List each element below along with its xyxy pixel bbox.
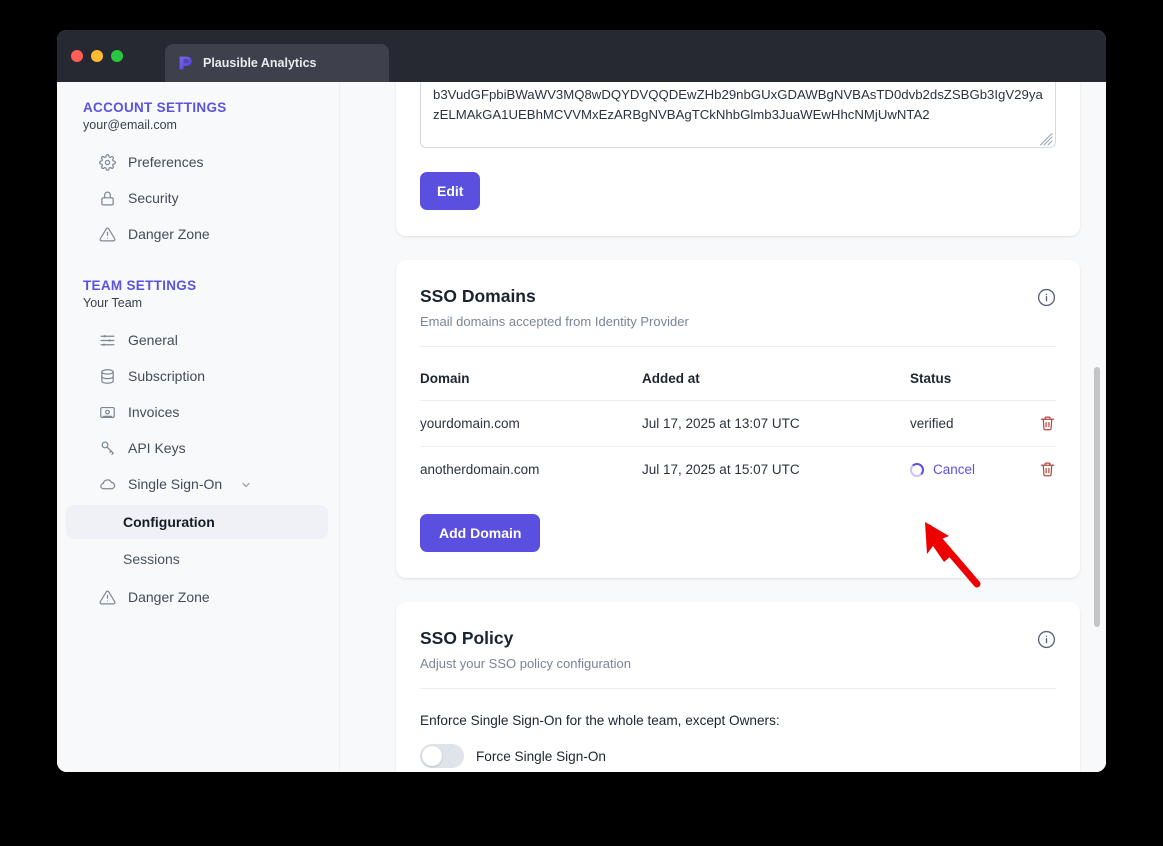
add-domain-button[interactable]: Add Domain [420,514,541,552]
key-icon [99,440,116,457]
maximize-window-button[interactable] [111,50,123,62]
column-header-domain: Domain [420,371,470,386]
warning-triangle-icon [99,589,116,606]
enforce-sso-description: Enforce Single Sign-On for the whole tea… [420,713,780,728]
force-sso-toggle-label: Force Single Sign-On [476,748,606,764]
sso-policy-subtitle: Adjust your SSO policy configuration [420,656,631,671]
table-row: yourdomain.com Jul 17, 2025 at 13:07 UTC… [420,400,1056,447]
sidebar-subitem-label: Configuration [123,514,215,530]
sidebar-item-subscription[interactable]: Subscription [63,358,330,394]
page-body: ACCOUNT SETTINGS your@email.com Preferen… [57,82,1106,772]
info-circle-icon[interactable] [1037,288,1056,307]
sidebar-item-label: Preferences [128,154,204,170]
gear-icon [99,153,116,171]
sidebar-item-general[interactable]: General [63,322,330,358]
traffic-light-buttons [71,50,123,62]
sso-policy-header: SSO Policy Adjust your SSO policy config… [420,628,1056,689]
close-window-button[interactable] [71,50,83,62]
sidebar-item-sessions[interactable]: Sessions [66,542,328,576]
sidebar-subitem-label: Sessions [123,551,180,567]
column-header-actions [1016,361,1056,401]
sidebar-divider [339,82,340,772]
loading-spinner-icon [910,462,924,477]
sso-domains-title: SSO Domains [420,286,536,306]
team-settings-heading: TEAM SETTINGS [83,278,197,293]
chevron-down-icon[interactable] [240,478,252,490]
sidebar-item-danger-zone-account[interactable]: Danger Zone [63,216,330,252]
cell-actions [1016,400,1056,447]
sso-policy-title: SSO Policy [420,628,514,648]
toggle-knob [422,746,442,766]
divider [420,346,1056,347]
sidebar-item-api-keys[interactable]: API Keys [63,430,330,466]
cloud-icon [99,476,116,493]
settings-main-content: NKMA0GCSqGSIb3DQEBCWUAMHsxFDASBgNVBAoTC0… [340,82,1106,772]
column-header-added-at: Added at [642,371,700,386]
cell-added-at: Jul 17, 2025 at 15:07 UTC [642,446,910,492]
force-sso-toggle-row: Force Single Sign-On [420,744,1056,768]
sso-policy-card: SSO Policy Adjust your SSO policy config… [396,602,1080,772]
sidebar-item-label: Security [128,190,179,206]
account-email-label: your@email.com [83,118,177,132]
browser-tab-title: Plausible Analytics [203,56,317,70]
sso-certificate-card: NKMA0GCSqGSIb3DQEBCWUAMHsxFDASBgNVBAoTC0… [396,82,1080,236]
trash-icon[interactable] [1039,415,1056,432]
textarea-resize-handle[interactable] [1040,132,1053,146]
sso-domains-table: Domain Added at Status yourdomain.com Ju… [420,361,1056,492]
sliders-icon [99,332,116,349]
minimize-window-button[interactable] [91,50,103,62]
sidebar-item-single-sign-on[interactable]: Single Sign-On [63,466,330,502]
sidebar-item-security[interactable]: Security [63,180,330,216]
window-titlebar: Plausible Analytics [57,30,1106,82]
column-header-status: Status [910,371,952,386]
sidebar-item-invoices[interactable]: Invoices [63,394,330,430]
database-icon [99,368,116,385]
sidebar-item-danger-zone-team[interactable]: Danger Zone [63,579,330,615]
account-settings-heading: ACCOUNT SETTINGS [83,100,227,115]
cell-actions [1016,446,1056,492]
sso-domains-card: SSO Domains Email domains accepted from … [396,260,1080,578]
cell-domain: anotherdomain.com [420,446,642,492]
sidebar-item-label: API Keys [128,440,186,456]
sidebar-item-label: Invoices [128,404,180,420]
sso-domains-subtitle: Email domains accepted from Identity Pro… [420,314,689,329]
lock-icon [99,190,116,207]
table-row: anotherdomain.com Jul 17, 2025 at 15:07 … [420,446,1056,492]
plausible-logo-icon [177,55,193,71]
main-scrollbar-track[interactable] [1093,82,1102,772]
invoice-icon [99,404,116,421]
team-name-label: Your Team [83,296,143,310]
sidebar-item-label: Danger Zone [128,226,210,242]
cell-status: verified [910,400,1016,447]
sidebar-item-label: Subscription [128,368,206,384]
cell-status: Cancel [910,446,1016,492]
warning-triangle-icon [99,226,116,243]
sso-domains-header: SSO Domains Email domains accepted from … [420,286,1056,347]
cell-domain: yourdomain.com [420,400,642,447]
sidebar-item-preferences[interactable]: Preferences [63,144,330,180]
sidebar-item-label: Single Sign-On [128,476,223,492]
account-settings-items: Preferences Security Danger Zone [57,144,340,252]
certificate-value: NKMA0GCSqGSIb3DQEBCWUAMHsxFDASBgNVBAoTC0… [433,87,1043,122]
edit-certificate-button[interactable]: Edit [420,172,481,210]
divider [420,688,1056,689]
certificate-textarea[interactable]: NKMA0GCSqGSIb3DQEBCWUAMHsxFDASBgNVBAoTC0… [420,82,1056,148]
main-scrollbar-thumb[interactable] [1094,367,1100,627]
browser-window: Plausible Analytics ACCOUNT SETTINGS you… [57,30,1106,772]
team-settings-items: General Subscription Invoices [57,322,340,615]
info-circle-icon[interactable] [1037,630,1056,649]
sidebar-item-label: General [128,332,178,348]
pending-status: Cancel [910,462,1016,477]
browser-tab[interactable]: Plausible Analytics [165,44,389,82]
settings-sidebar: ACCOUNT SETTINGS your@email.com Preferen… [57,82,340,772]
sidebar-item-label: Danger Zone [128,589,210,605]
sidebar-item-configuration[interactable]: Configuration [66,505,328,539]
force-sso-toggle[interactable] [420,744,464,768]
cancel-verification-link[interactable]: Cancel [933,462,976,477]
cell-added-at: Jul 17, 2025 at 13:07 UTC [642,400,910,447]
table-header-row: Domain Added at Status [420,361,1056,401]
trash-icon[interactable] [1039,461,1056,478]
